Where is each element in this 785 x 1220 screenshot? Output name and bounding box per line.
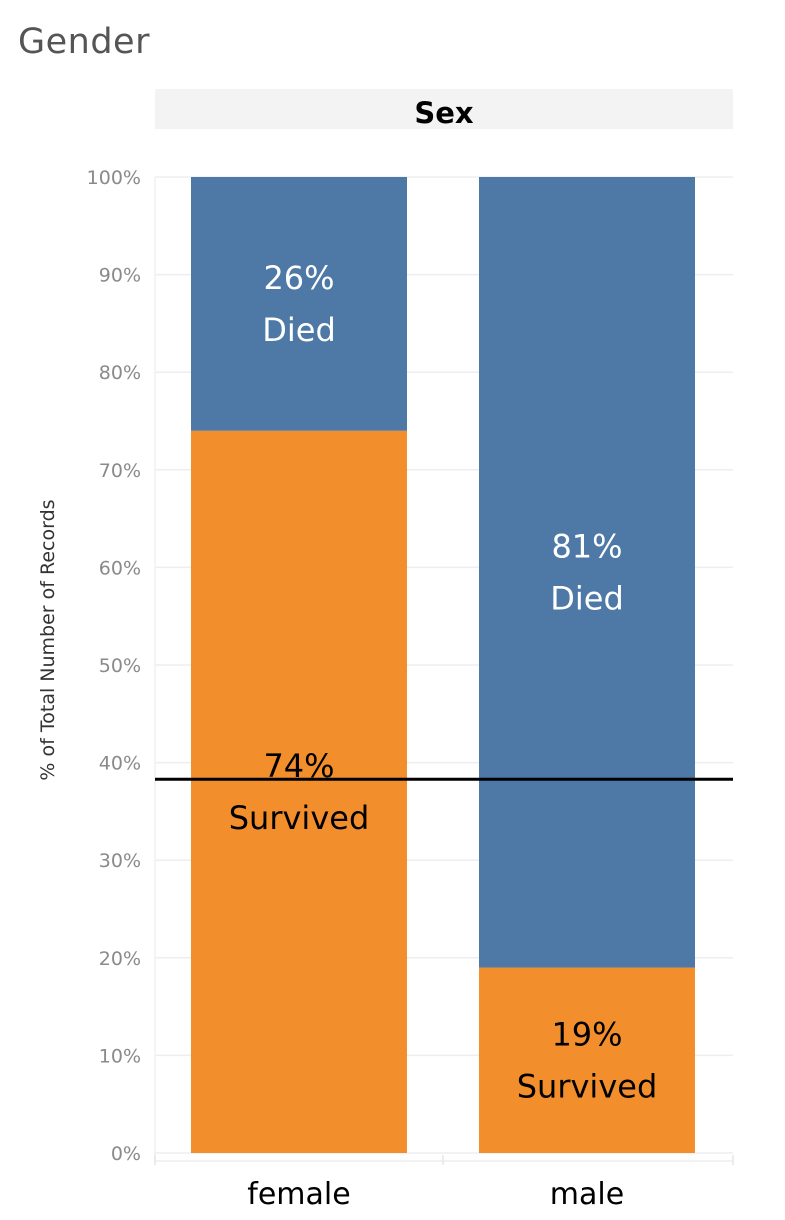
y-tick-label: 80% [99,362,141,384]
y-tick-label: 30% [99,850,141,872]
bar-female-survived [191,430,407,1153]
x-axis-categories: female male [247,1177,624,1212]
facet-header-band [155,89,733,129]
facet-header: Sex [414,96,474,130]
y-tick-label: 10% [99,1045,141,1067]
bar-male-died [479,177,695,968]
data-label-series: Survived [229,799,370,837]
bar-female-died [191,177,407,431]
y-axis-title: % of Total Number of Records [37,499,59,780]
y-tick-label: 60% [99,557,141,579]
data-label-value: 81% [551,527,622,565]
data-label-series: Died [262,311,336,349]
y-tick-label: 50% [99,655,141,677]
y-tick-label: 100% [87,167,141,189]
data-label-series: Died [550,579,624,617]
data-label-value: 19% [551,1015,622,1053]
y-tick-label: 0% [111,1143,141,1165]
y-tick-label: 90% [99,265,141,287]
data-label-value: 26% [263,259,334,297]
x-category-label: female [247,1177,350,1212]
x-category-label: male [550,1177,624,1212]
y-tick-label: 70% [99,460,141,482]
y-axis-ticks: 0% 10% 20% 30% 40% 50% 60% 70% 80% 90% 100% [87,167,141,1165]
bar-male-survived [479,967,695,1153]
page-title: Gender [18,22,150,62]
bars [191,177,695,1153]
y-tick-label: 40% [99,753,141,775]
data-label-series: Survived [517,1067,658,1105]
y-tick-label: 20% [99,948,141,970]
